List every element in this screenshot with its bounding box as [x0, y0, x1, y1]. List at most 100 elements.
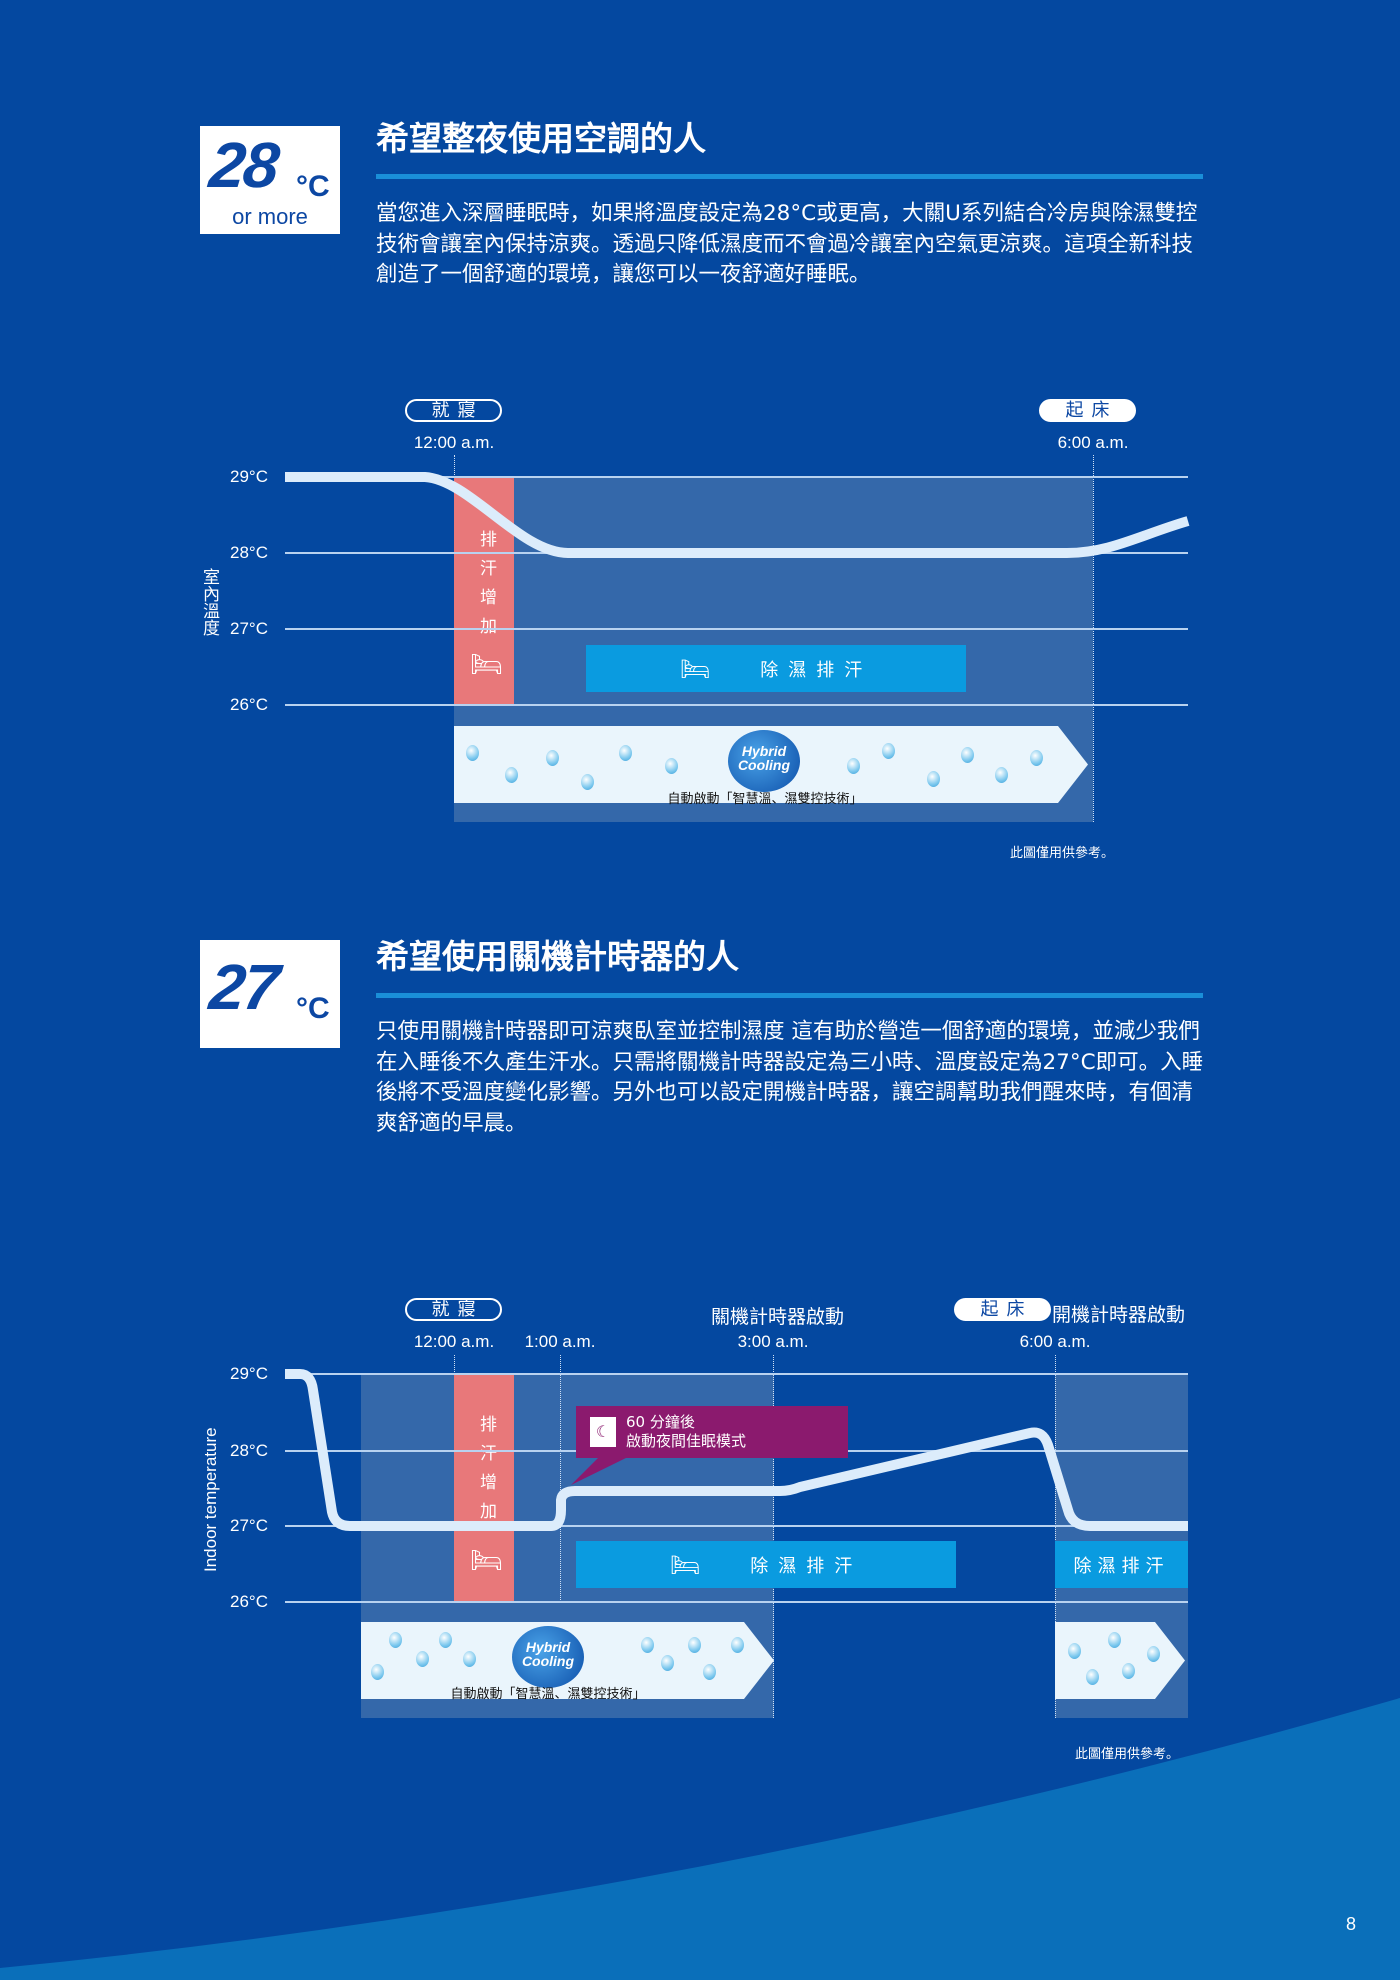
bubble [641, 1637, 654, 1653]
bubble [439, 1632, 452, 1648]
bubble [416, 1651, 429, 1667]
sweat-increase-label: 排汗增加 [476, 530, 496, 646]
bed-steam-icon: 🛏 [679, 654, 721, 683]
bubble [463, 1651, 476, 1667]
y-tick: 29°C [230, 1364, 268, 1383]
time-marker [1055, 1355, 1056, 1718]
bubble [505, 767, 518, 783]
para-line: 當您進入深層睡眠時，如果將溫度設定為28°C或更高，大關U系列結合冷房與除濕雙控 [376, 201, 1198, 226]
title-rule [376, 174, 1203, 179]
gridline-29 [285, 1373, 1188, 1375]
section1-title: 希望整夜使用空調的人 [376, 119, 706, 158]
y-axis-title: 室內溫度 [199, 568, 219, 636]
sweating-bed-icon: 🛏 [470, 1546, 504, 1576]
sweat-increase-label: 排汗增加 [476, 1415, 496, 1531]
off-timer-label: 關機計時器啟動 [711, 1306, 845, 1328]
time-label: 3:00 a.m. [737, 1332, 809, 1351]
auto-start-label: 自動啟動「智慧溫、濕雙控技術」 [667, 792, 863, 807]
y-tick: 28°C [230, 543, 268, 562]
dehumidify-label: 除濕排汗 [750, 1555, 863, 1577]
page-number: 8 [1346, 1914, 1357, 1934]
section1-paragraph: 當您進入深層睡眠時，如果將溫度設定為28°C或更高，大關U系列結合冷房與除濕雙控… [376, 199, 1206, 291]
dehumidify-label: 除濕排汗 [760, 659, 873, 681]
bubble [1147, 1646, 1160, 1662]
temp-badge-28: 28 °C or more [200, 126, 340, 234]
night-mode-callout: ☾ 60 分鐘後 啟動夜間佳眠模式 [576, 1406, 848, 1458]
bubble [581, 774, 594, 790]
callout-line: 啟動夜間佳眠模式 [626, 1432, 747, 1450]
y-tick: 26°C [230, 695, 268, 714]
bedtime-pill: 就寢 [405, 399, 502, 422]
bedtime-pill: 就寢 [405, 1298, 502, 1321]
temp-badge-27: 27 °C [200, 940, 340, 1048]
time-marker [1093, 455, 1094, 822]
bubble [1086, 1669, 1099, 1685]
bubble [961, 747, 974, 763]
bubble [1122, 1663, 1135, 1679]
gridline-27 [285, 628, 1188, 630]
bubble [389, 1632, 402, 1648]
para-line: 爽舒適的早晨。 [376, 1110, 527, 1136]
hybrid-cooling-logo: Hybrid Cooling [512, 1626, 584, 1688]
y-tick: 27°C [230, 619, 268, 638]
bubble [661, 1655, 674, 1671]
callout-tail [571, 1456, 630, 1485]
on-timer-label: 開機計時器啟動 [1052, 1304, 1186, 1326]
sweating-bed-icon: 🛏 [470, 650, 504, 680]
bubble [546, 750, 559, 766]
title-rule [376, 993, 1203, 998]
para-line: 後將不受溫度變化影響。另外也可以設定開機計時器，讓空調幫助我們醒來時，有個清 [376, 1080, 1194, 1105]
dehumidify-box-morning: 除濕排汗 [1055, 1541, 1188, 1588]
wakeup-pill: 起床 [1039, 399, 1136, 422]
y-tick: 28°C [230, 1441, 268, 1460]
hybrid-cooling-logo: Hybrid Cooling [728, 730, 800, 792]
dehumidify-box: 🛏 除濕排汗 [586, 645, 966, 692]
temperature-curve [285, 472, 1190, 558]
reference-note: 此圖僅用供參考。 [1075, 1747, 1180, 1762]
para-line: 只使用關機計時器即可涼爽臥室並控制濕度 這有助於營造一個舒適的環境，並減少我們 [376, 1019, 1200, 1044]
auto-start-label: 自動啟動「智慧溫、濕雙控技術」 [450, 1687, 646, 1702]
bubble [665, 758, 678, 774]
bubble [688, 1637, 701, 1653]
gridline-26 [285, 704, 1188, 706]
section2-title: 希望使用關機計時器的人 [376, 937, 739, 976]
wakeup-pill: 起床 [954, 1298, 1051, 1321]
time-label: 1:00 a.m. [524, 1332, 596, 1351]
y-tick: 29°C [230, 467, 268, 486]
bubble [1030, 750, 1043, 766]
bubble [619, 745, 632, 761]
bubble [847, 758, 860, 774]
gridline-27 [285, 1525, 1188, 1527]
gridline-26 [285, 1601, 1188, 1603]
bubble [1108, 1632, 1121, 1648]
sweat-increase-band [454, 477, 514, 705]
time-label: 6:00 a.m. [1057, 433, 1129, 452]
time-label: 6:00 a.m. [1019, 1332, 1091, 1351]
y-tick: 26°C [230, 1592, 268, 1611]
section2-paragraph: 只使用關機計時器即可涼爽臥室並控制濕度 這有助於營造一個舒適的環境，並減少我們 … [376, 1017, 1206, 1139]
y-tick: 27°C [230, 1516, 268, 1535]
callout-line: 60 分鐘後 [626, 1413, 695, 1431]
dehumidify-box: 🛏 除濕排汗 [576, 1541, 956, 1588]
bubble [927, 771, 940, 787]
para-line: 技術會讓室內保持涼爽。透過只降低濕度而不會過冷讓室內空氣更涼爽。這項全新科技 [376, 231, 1194, 257]
bubble [882, 743, 895, 759]
bubble [703, 1664, 716, 1680]
dehumidify-label: 除濕排汗 [1073, 1555, 1170, 1577]
time-marker [454, 455, 455, 477]
time-marker [560, 1355, 561, 1602]
bubble [1068, 1643, 1081, 1659]
time-label: 12:00 a.m. [413, 1332, 495, 1351]
para-line: 在入睡後不久產生汗水。只需將關機計時器設定為三小時、溫度設定為27°C即可。入睡 [376, 1049, 1204, 1075]
bubble [371, 1664, 384, 1680]
bubble [466, 745, 479, 761]
bubble [995, 767, 1008, 783]
para-line: 創造了一個舒適的環境，讓您可以一夜舒適好睡眠。 [376, 262, 871, 287]
badge-unit: °C [296, 992, 330, 1025]
badge-unit: °C [296, 170, 330, 203]
sleep-mode-icon: ☾ [590, 1417, 616, 1447]
gridline-29 [285, 476, 1188, 478]
time-label: 12:00 a.m. [413, 433, 495, 452]
